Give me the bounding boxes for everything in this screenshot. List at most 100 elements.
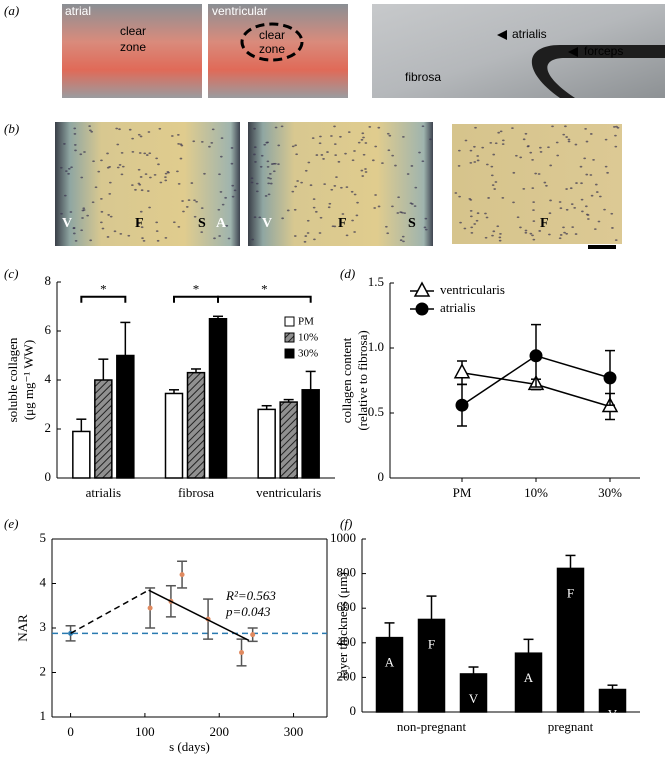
stain-dot — [490, 165, 494, 168]
point — [179, 572, 185, 578]
stain-dot — [311, 137, 315, 140]
stain-dot — [459, 221, 462, 224]
x-tick-label: 0 — [67, 724, 74, 739]
stain-dot — [281, 217, 285, 220]
photo-label: zone — [120, 40, 146, 54]
stain-dot — [409, 202, 413, 205]
x-tick-label: 300 — [284, 724, 304, 739]
stain-dot — [335, 176, 338, 179]
stain-dot — [79, 153, 83, 156]
stain-dot — [119, 233, 123, 235]
stain-dot — [141, 237, 144, 240]
stain-dot — [307, 161, 311, 164]
stain-dot — [549, 164, 553, 167]
bar — [301, 389, 320, 479]
stain-dot — [586, 214, 590, 216]
y-tick-label: 0.5 — [368, 404, 384, 419]
y-tick-label: 4 — [40, 574, 47, 589]
stain-dot — [556, 154, 560, 157]
stain-dot — [94, 186, 98, 189]
stain-dot — [127, 234, 131, 237]
x-tick-label: fibrosa — [178, 485, 214, 500]
stain-dot — [295, 153, 299, 156]
stain-dot — [337, 160, 341, 163]
y-tick-label: 400 — [337, 634, 357, 649]
stain-dot — [361, 132, 365, 135]
stain-dot — [386, 232, 390, 235]
stain-dot — [164, 179, 168, 182]
stain-dot — [571, 226, 575, 229]
stain-dot — [253, 146, 257, 149]
stain-dot — [200, 140, 204, 143]
bar — [116, 354, 135, 479]
stain-dot — [603, 208, 606, 211]
y-axis-label: soluble collagen — [5, 337, 20, 422]
stain-dot — [253, 216, 257, 219]
stain-dot — [131, 150, 135, 153]
layer-label: V — [62, 216, 72, 231]
stain-dot — [118, 128, 121, 131]
stain-dot — [177, 182, 181, 185]
stain-dot — [192, 140, 196, 143]
stain-dot — [108, 193, 112, 195]
y-tick-label: 5 — [40, 530, 47, 545]
stain-dot — [139, 135, 143, 138]
stain-dot — [401, 135, 405, 138]
stain-dot — [221, 203, 225, 206]
bar — [164, 392, 184, 479]
stain-dot — [130, 184, 134, 187]
stain-dot — [172, 221, 176, 224]
stain-dot — [529, 151, 533, 154]
layer-label: F — [540, 216, 549, 231]
stain-dot — [341, 213, 345, 215]
stain-dot — [498, 236, 502, 239]
photo-label: forceps — [584, 44, 623, 58]
stain-dot — [334, 154, 338, 157]
stain-dot — [109, 215, 113, 218]
stain-dot — [116, 143, 120, 146]
stain-dot — [496, 225, 500, 228]
stain-dot — [476, 212, 480, 215]
stain-dot — [139, 176, 143, 178]
stain-dot — [60, 212, 63, 215]
stain-dot — [589, 133, 593, 135]
stain-dot — [86, 214, 90, 217]
stain-dot — [92, 160, 95, 163]
stain-dot — [485, 163, 489, 166]
stain-dot — [185, 206, 189, 208]
bar — [417, 618, 446, 713]
stain-dot — [362, 136, 365, 139]
layer-label: S — [408, 216, 416, 231]
stain-dot — [291, 190, 295, 193]
point — [239, 649, 245, 655]
stain-dot — [593, 228, 597, 231]
stain-dot — [400, 211, 404, 214]
fit-line — [70, 589, 149, 634]
stain-dot — [187, 199, 191, 202]
stain-dot — [364, 142, 368, 144]
stain-dot — [401, 235, 405, 238]
stain-dot — [469, 215, 473, 218]
panel-label: (b) — [4, 121, 19, 136]
stain-dot — [481, 146, 485, 149]
significance-bracket — [217, 295, 312, 303]
stain-dot — [391, 154, 395, 157]
stain-dot — [564, 125, 567, 128]
stain-dot — [272, 170, 276, 173]
y-tick-label: 0 — [350, 703, 357, 718]
photo — [248, 122, 433, 246]
y-tick-label: 200 — [337, 668, 357, 683]
stain-dot — [489, 141, 493, 144]
stain-dot — [328, 202, 332, 205]
stain-dot — [140, 189, 144, 192]
stain-dot — [153, 174, 157, 176]
photo-label: ventricular — [212, 4, 267, 18]
stain-dot — [410, 165, 414, 167]
stain-dot — [300, 181, 304, 184]
stain-dot — [233, 189, 237, 192]
marker — [413, 281, 431, 297]
stain-dot — [333, 143, 337, 146]
bar-label: V — [469, 691, 479, 706]
stain-dot — [353, 193, 357, 196]
stain-dot — [145, 154, 149, 156]
